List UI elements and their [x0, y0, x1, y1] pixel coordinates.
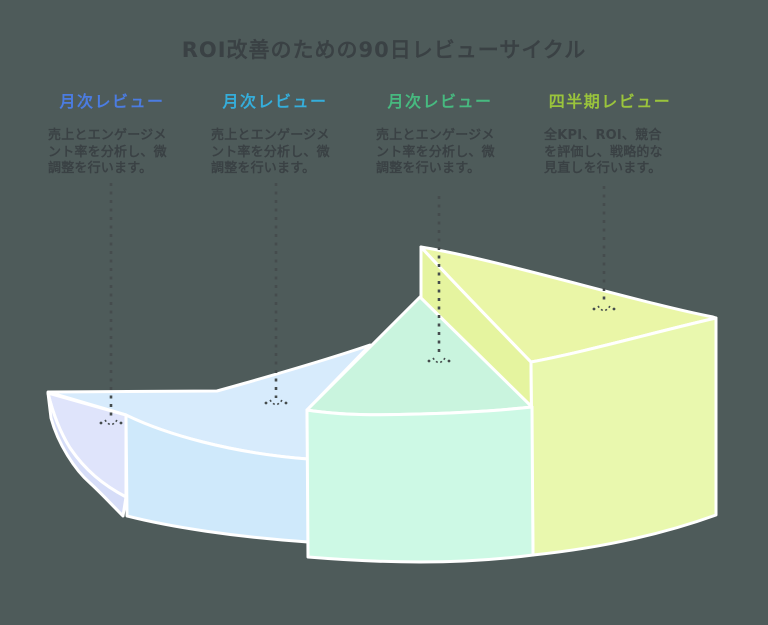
arrow-4-head-dot [612, 307, 616, 311]
arrow-1-head-dot [99, 421, 103, 425]
step-label-4: 四半期レビュー [548, 92, 672, 111]
description-line: 見直しを行います。 [544, 161, 662, 176]
description-line: 調整を行います。 [211, 161, 316, 176]
step-description-4: 全KPI、ROI、競合 を評価し、戦略的な 見直しを行います。 [538, 128, 682, 178]
slice-quarterly-outer-wall [529, 316, 718, 557]
step-label-2: 月次レビュー [222, 92, 328, 111]
arrow-1-head-icon [104, 419, 118, 426]
step-column-4: 四半期レビュー 全KPI、ROI、競合 を評価し、戦略的な 見直しを行います。 [538, 88, 682, 178]
step-column-2: 月次レビュー 売上とエンゲージメ ント率を分析し、微 調整を行います。 [205, 88, 345, 178]
description-line: 売上とエンゲージメ [211, 128, 330, 143]
arrow-3-head-dot [427, 359, 431, 363]
slice-monthly3-outer-wall [305, 405, 535, 564]
description-line: 売上とエンゲージメ [376, 128, 495, 143]
step-label-3: 月次レビュー [387, 92, 493, 111]
step-description-3: 売上とエンゲージメ ント率を分析し、微 調整を行います。 [370, 128, 510, 178]
description-line: 調整を行います。 [48, 161, 153, 176]
arrow-dotted-3 [427, 196, 451, 364]
arrow-4-head-icon [597, 305, 611, 312]
description-line: 調整を行います。 [376, 161, 481, 176]
description-line: を評価し、戦略的な [544, 144, 663, 160]
description-line: ント率を分析し、微 [211, 144, 330, 160]
description-line: 全KPI、ROI、競合 [544, 128, 662, 143]
arrow-dotted-1 [99, 183, 123, 426]
step-description-2: 売上とエンゲージメ ント率を分析し、微 調整を行います。 [205, 128, 345, 178]
arrow-2-head-dot [264, 401, 268, 405]
arrow-1-head-dot [119, 421, 123, 425]
arrow-3-head-icon [432, 357, 446, 364]
step-description-1: 売上とエンゲージメ ント率を分析し、微 調整を行います。 [42, 128, 182, 178]
arrow-3-head-dot [447, 359, 451, 363]
diagram-title: ROI改善のための90日レビューサイクル [181, 38, 587, 62]
arrow-dotted-4 [592, 186, 616, 312]
description-line: ント率を分析し、微 [376, 144, 495, 160]
arrow-dotted-2 [264, 183, 288, 406]
step-column-3: 月次レビュー 売上とエンゲージメ ント率を分析し、微 調整を行います。 [370, 88, 510, 178]
step-column-1: 月次レビュー 売上とエンゲージメ ント率を分析し、微 調整を行います。 [42, 88, 182, 178]
arrow-2-head-icon [269, 399, 283, 406]
step-label-1: 月次レビュー [59, 92, 165, 111]
description-line: 売上とエンゲージメ [48, 128, 167, 143]
slice-monthly1-outer-wall [46, 391, 128, 518]
description-line: ント率を分析し、微 [48, 144, 167, 160]
arrow-2-head-dot [284, 401, 288, 405]
arrow-4-head-dot [592, 307, 596, 311]
